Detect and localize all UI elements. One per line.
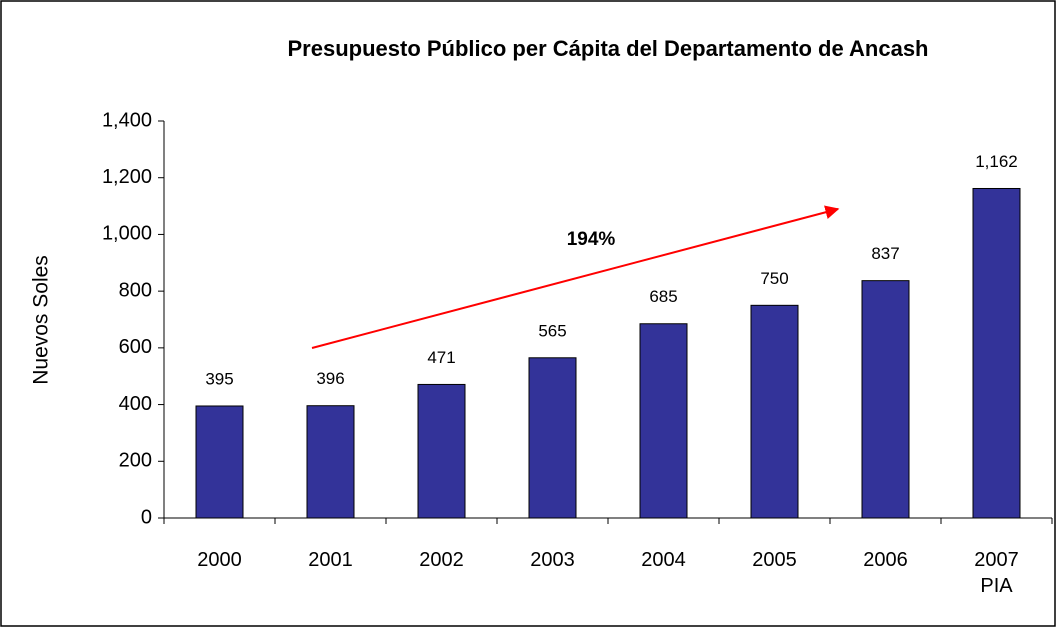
x-tick-label: 2007 PIA [974,549,1019,597]
y-tick-label: 400 [119,393,152,415]
bar [750,304,799,519]
data-label: 750 [760,269,788,288]
chart-title: Presupuesto Público per Cápita del Depar… [288,36,929,61]
bar [528,357,577,519]
x-tick-label: 2006 [863,549,908,571]
data-label: 837 [871,244,899,263]
bar [639,323,688,519]
annotation: 194% [567,229,616,250]
y-tick-label: 600 [119,336,152,358]
x-tick-label: 2002 [419,549,464,571]
y-tick-label: 200 [119,450,152,472]
data-label: 685 [649,287,677,306]
x-tick-label: 2004 [641,549,686,571]
y-tick-label: 1,000 [102,223,152,245]
bar [861,280,910,519]
bar [306,405,355,519]
y-tick-label: 1,200 [102,166,152,188]
data-label: 565 [538,321,566,340]
x-tick-label: 2000 [197,549,242,571]
x-tick-label: 2005 [752,549,797,571]
y-tick-label: 800 [119,279,152,301]
trend-arrow [311,205,840,349]
x-tick-label: 2001 [308,549,353,571]
y-tick-label: 1,400 [102,109,152,131]
data-label: 1,162 [975,152,1018,171]
bar [195,405,244,519]
data-label: 471 [427,348,455,367]
bar [417,383,466,519]
x-tick-label: 2003 [530,549,575,571]
bar [972,187,1021,519]
y-axis-label: Nuevos Soles [30,255,53,385]
data-label: 396 [316,369,344,388]
y-tick-label: 0 [141,506,152,528]
data-label: 395 [205,369,233,388]
